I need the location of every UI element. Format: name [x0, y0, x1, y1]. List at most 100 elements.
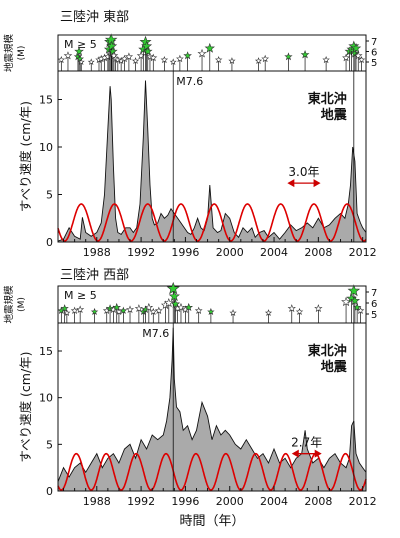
magnitude-threshold-label: M ≥ 5	[64, 289, 97, 302]
quake-star	[144, 302, 154, 312]
quake-star	[166, 281, 180, 295]
tohoku-label: 地震	[321, 107, 348, 123]
y-axis-label: すべり速度 (cm/年)	[18, 101, 33, 212]
magnitude-tick-label: 6	[371, 299, 377, 310]
x-tick-label: 2008	[304, 246, 332, 259]
quake-star	[76, 305, 85, 314]
quake-star	[124, 52, 134, 61]
quake-star	[287, 304, 296, 313]
quake-star	[194, 306, 203, 315]
y-tick-label: 5	[46, 189, 53, 202]
quake-star	[63, 51, 73, 60]
quake-star	[131, 57, 140, 65]
x-tick-label: 2000	[216, 246, 244, 259]
x-tick-label: 2012	[349, 246, 377, 259]
quake-star	[109, 51, 119, 60]
quake-star	[76, 54, 85, 63]
quake-star	[204, 42, 215, 53]
period-label: 3.0年	[288, 165, 319, 179]
quake-star	[57, 55, 66, 64]
quake-star	[87, 58, 95, 65]
x-tick-label: 1992	[127, 495, 155, 508]
quake-star	[353, 51, 363, 60]
quake-star	[63, 309, 71, 316]
magnitude-axis-label: 地震規模	[3, 34, 15, 73]
quake-star	[108, 46, 118, 56]
quake-star	[357, 55, 366, 64]
quake-star	[176, 302, 186, 312]
quake-star	[60, 304, 69, 313]
x-tick-label: 2004	[260, 495, 288, 508]
magnitude-tick-label: 7	[371, 288, 377, 299]
tohoku-label: 地震	[321, 359, 348, 375]
quake-star	[163, 297, 174, 308]
magnitude-frame	[57, 34, 367, 72]
x-tick-label: 2012	[349, 495, 377, 508]
quake-star	[154, 306, 163, 315]
quake-star	[356, 306, 365, 315]
quake-star	[197, 48, 207, 58]
period-arrowhead-right	[313, 179, 321, 188]
periodic-sine-curve	[57, 203, 367, 242]
y-tick-label: 5	[46, 438, 53, 451]
quake-star	[170, 299, 181, 309]
magnitude-tick-label: 6	[371, 48, 377, 59]
magnitude-threshold-label: M ≥ 5	[64, 38, 97, 51]
tohoku-label: 東北沖	[308, 343, 347, 359]
quake-star	[112, 302, 121, 312]
panel-title: 三陸沖 東部	[60, 9, 129, 25]
quake-star	[149, 53, 158, 62]
y-tick-label: 0	[46, 236, 53, 249]
y-tick-label: 10	[39, 392, 53, 405]
chart-panel-east: 三陸沖 東部 0 5 10 15 1988 1992 1996 2000 2004 2008 2012…	[3, 9, 377, 259]
y-tick-label: 15	[39, 94, 53, 107]
quake-star	[322, 55, 330, 64]
quake-star	[114, 55, 122, 64]
quake-star	[352, 302, 362, 312]
x-tick-label: 1988	[83, 246, 111, 259]
quake-star	[90, 307, 99, 315]
quake-label: M7.6	[142, 327, 169, 340]
quake-star	[342, 53, 351, 62]
y-tick-label: 15	[39, 345, 53, 358]
quake-star	[74, 46, 84, 56]
x-tick-label: 1992	[127, 246, 155, 259]
quake-star	[349, 295, 360, 306]
magnitude-frame	[57, 285, 367, 324]
quake-star	[142, 46, 153, 56]
quake-star	[183, 51, 192, 60]
magnitude-unit-label: (M)	[17, 46, 27, 61]
magnitude-tick-label: 5	[371, 310, 377, 321]
quake-star	[149, 307, 158, 315]
quake-star	[169, 58, 177, 65]
slip-rate-area	[57, 327, 367, 492]
quake-star	[350, 42, 362, 53]
period-arrowhead-right	[314, 449, 322, 458]
quake-star	[284, 52, 293, 61]
quake-star	[214, 55, 223, 64]
quake-star	[115, 307, 123, 315]
period-arrowhead-left	[291, 449, 299, 458]
quake-star	[228, 57, 236, 65]
quake-star	[254, 57, 263, 65]
x-axis-label: 時間（年）	[179, 514, 244, 529]
period-label: 2.7年	[291, 436, 322, 450]
quake-star	[264, 309, 273, 316]
quake-star	[70, 306, 79, 315]
x-tick-label: 2004	[260, 246, 288, 259]
panel-title: 三陸沖 西部	[60, 267, 129, 283]
quake-star	[207, 307, 215, 315]
y-tick-label: 10	[39, 141, 53, 154]
magnitude-unit-label: (M)	[17, 297, 27, 312]
x-tick-label: 1996	[171, 246, 199, 259]
quake-star	[168, 290, 180, 302]
quake-star	[160, 55, 169, 64]
chart-panel-west: 三陸沖 西部 0 5 10 15 1988 1992 1996 2000 2004 2008 2012…	[3, 267, 377, 508]
quake-star	[105, 304, 115, 313]
quake-star	[106, 40, 118, 51]
period-arrowhead-left	[287, 179, 295, 188]
quake-label: M7.6	[176, 75, 203, 88]
quake-star	[145, 52, 155, 61]
quake-star	[314, 304, 323, 313]
